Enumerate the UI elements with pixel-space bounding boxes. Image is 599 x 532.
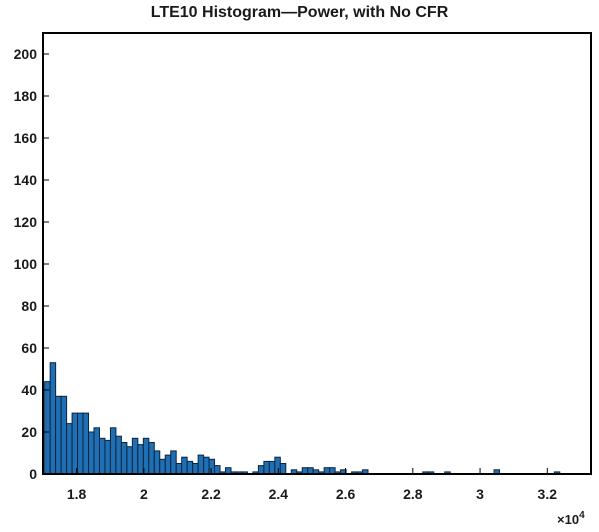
histogram-bar [203, 456, 210, 475]
histogram-bar [126, 446, 133, 475]
histogram-bar [109, 427, 117, 475]
y-tick-label: 20 [21, 424, 37, 440]
y-tick-label: 140 [14, 172, 38, 188]
histogram-bar [257, 465, 265, 475]
histogram-bar [164, 454, 172, 475]
x-axis-multiplier-base: ×10 [557, 512, 579, 527]
histogram-bar [263, 460, 270, 475]
x-tick-label: 1.8 [67, 486, 87, 502]
histogram-bar [268, 460, 276, 475]
histogram-bar [104, 439, 111, 475]
x-tick-label: 2.2 [201, 486, 221, 502]
histogram-bar [88, 431, 95, 475]
x-tick-label: 2.6 [336, 486, 356, 502]
histogram-bar [44, 381, 51, 475]
y-tick-label: 0 [29, 466, 37, 482]
histogram-bar [192, 463, 199, 475]
histogram-bar [66, 423, 73, 475]
chart-title: LTE10 Histogram—Power, with No CFR [150, 4, 449, 21]
histogram-bar [120, 442, 128, 475]
histogram-bar [170, 450, 177, 475]
histogram-bar [55, 395, 62, 475]
histogram-bar [77, 412, 84, 475]
histogram-bar [98, 437, 106, 475]
y-tick-label: 200 [14, 46, 38, 62]
histogram-bar [181, 456, 188, 475]
histogram-bar [148, 442, 155, 475]
plot-area-frame [42, 32, 592, 475]
histogram-bar [159, 458, 166, 475]
histogram-bar [214, 465, 221, 475]
x-axis-multiplier-exponent: 4 [579, 510, 585, 521]
x-tick-label: 2.8 [403, 486, 423, 502]
histogram-bar [131, 437, 139, 475]
y-tick-label: 160 [14, 130, 38, 146]
y-tick-label: 60 [21, 340, 37, 356]
y-tick-label: 40 [21, 382, 37, 398]
y-tick-label: 80 [21, 298, 37, 314]
x-tick-label: 3.2 [538, 486, 558, 502]
histogram-bar [71, 412, 79, 475]
histogram-bar [115, 435, 122, 475]
bars-layer [44, 362, 561, 475]
histogram-bar [137, 444, 144, 475]
histogram-bar [93, 427, 100, 475]
x-tick-label: 3 [476, 486, 484, 502]
y-tick-label: 180 [14, 88, 38, 104]
y-tick-label: 100 [14, 256, 38, 272]
histogram-bar [49, 362, 57, 475]
histogram-bar [175, 463, 183, 475]
x-axis-multiplier: ×104 [557, 510, 585, 527]
histogram-bar [274, 456, 281, 475]
x-tick-label: 2 [140, 486, 148, 502]
y-tick-label: 120 [14, 214, 38, 230]
histogram-bar [153, 450, 161, 475]
histogram-bar [208, 458, 216, 475]
histogram-bar [82, 412, 90, 475]
histogram-bar [186, 460, 194, 475]
histogram-bar [279, 463, 287, 475]
histogram-bar [197, 454, 205, 475]
x-tick-label: 2.4 [269, 486, 289, 502]
histogram-bar [60, 395, 68, 475]
ticks-layer: 0 20 40 60 80 100 120 140 160 180 200 1.8 2 2.2 2.4 2.6… [14, 46, 558, 502]
